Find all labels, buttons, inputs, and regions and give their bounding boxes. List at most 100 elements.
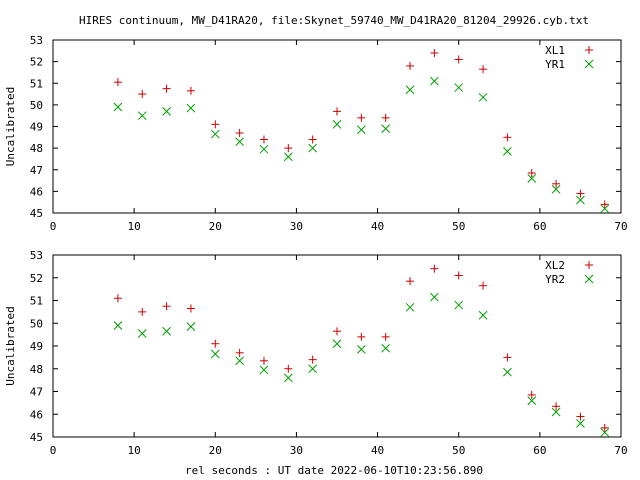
x-tick-label: 20 [209, 220, 222, 233]
data-point [503, 353, 512, 362]
data-point [576, 418, 585, 428]
data-point [430, 48, 439, 57]
data-point [552, 179, 561, 188]
data-point [381, 332, 390, 341]
series-YR1 [113, 76, 610, 214]
cross-stroke [503, 147, 512, 156]
data-point [113, 321, 123, 330]
data-point [357, 332, 366, 341]
x-tick-label: 60 [533, 220, 546, 233]
data-point [430, 264, 439, 273]
cross-stroke [551, 407, 561, 417]
data-point [527, 174, 537, 183]
data-point [454, 83, 464, 92]
cross-stroke [162, 326, 171, 336]
x-tick-label: 10 [128, 220, 141, 233]
cross-stroke [600, 204, 610, 214]
series-XL1 [113, 48, 609, 209]
x-tick-label: 20 [209, 444, 222, 457]
cross-stroke [186, 322, 196, 332]
data-point [308, 143, 318, 153]
y-tick-label: 49 [30, 340, 43, 353]
data-point [235, 356, 244, 366]
data-point [259, 135, 268, 144]
data-point [113, 102, 123, 112]
cross-stroke [576, 418, 585, 428]
y-tick-label: 48 [30, 142, 43, 155]
y-tick-label: 47 [30, 164, 43, 177]
data-point [600, 200, 609, 209]
data-point [113, 294, 122, 303]
data-point [381, 113, 390, 122]
cross-stroke [113, 102, 123, 112]
data-point [113, 78, 122, 87]
data-point [138, 307, 147, 316]
data-point [430, 292, 439, 302]
data-point [308, 355, 317, 364]
data-point [186, 304, 195, 313]
cross-stroke [478, 92, 488, 102]
x-tick-label: 50 [452, 444, 465, 457]
cross-stroke [210, 349, 220, 359]
data-point [235, 348, 244, 357]
y-tick-label: 46 [30, 408, 43, 421]
data-point [503, 367, 512, 377]
plot-frame [52, 254, 622, 438]
data-point [406, 61, 415, 70]
data-point [259, 356, 268, 365]
cross-stroke [259, 144, 269, 154]
data-point [357, 113, 366, 122]
x-tick-label: 40 [371, 444, 384, 457]
cross-stroke [503, 367, 512, 377]
cross-stroke [405, 302, 415, 312]
data-point [356, 345, 366, 354]
cross-stroke [527, 396, 537, 405]
x-axis-label: rel seconds : UT date 2022-06-10T10:23:5… [185, 464, 483, 477]
x-tick-label: 30 [290, 444, 303, 457]
data-point [308, 364, 318, 374]
y-tick-label: 50 [30, 99, 43, 112]
cross-stroke [162, 107, 171, 116]
data-point [137, 111, 147, 121]
legend-label: XL2 [545, 259, 565, 272]
data-point [235, 137, 244, 146]
data-point [356, 125, 366, 135]
plot-panels: 45 46 47 48 49 50 51 52 53 0 10 20 30 40 50 60 70 Uncalib… [4, 34, 628, 457]
data-point [235, 128, 244, 137]
x-tick-label: 30 [290, 220, 303, 233]
cross-stroke [478, 310, 488, 320]
data-point [503, 133, 512, 142]
data-point [381, 124, 391, 134]
cross-stroke [283, 373, 293, 383]
data-point [162, 107, 171, 116]
y-tick-label: 51 [30, 77, 43, 90]
data-point [405, 302, 415, 312]
data-point [527, 396, 537, 405]
cross-stroke [551, 184, 561, 194]
cross-stroke [308, 364, 318, 374]
y-tick-label: 53 [30, 34, 43, 47]
cross-stroke [405, 85, 415, 95]
data-point [283, 373, 293, 383]
data-point [454, 55, 463, 64]
data-point [162, 302, 171, 311]
data-point [576, 189, 585, 198]
cross-stroke [454, 300, 464, 310]
data-point [211, 120, 220, 129]
data-point [381, 343, 391, 353]
cross-stroke [332, 119, 342, 129]
data-point [259, 144, 269, 154]
data-point [576, 412, 585, 421]
legend-label: YR1 [545, 58, 565, 71]
data-point [211, 339, 220, 348]
y-axis-label: Uncalibrated [4, 306, 17, 385]
y-axis-label: Uncalibrated [4, 87, 17, 166]
legend-label: YR2 [545, 273, 565, 286]
data-point [332, 119, 342, 129]
cross-stroke [235, 137, 244, 146]
y-tick-label: 50 [30, 317, 43, 330]
chart-panel-1: 45 46 47 48 49 50 51 52 53 0 10 20 30 40 50 60 70 Uncalib… [4, 34, 628, 233]
cross-stroke [381, 343, 391, 353]
x-tick-label: 0 [50, 220, 57, 233]
